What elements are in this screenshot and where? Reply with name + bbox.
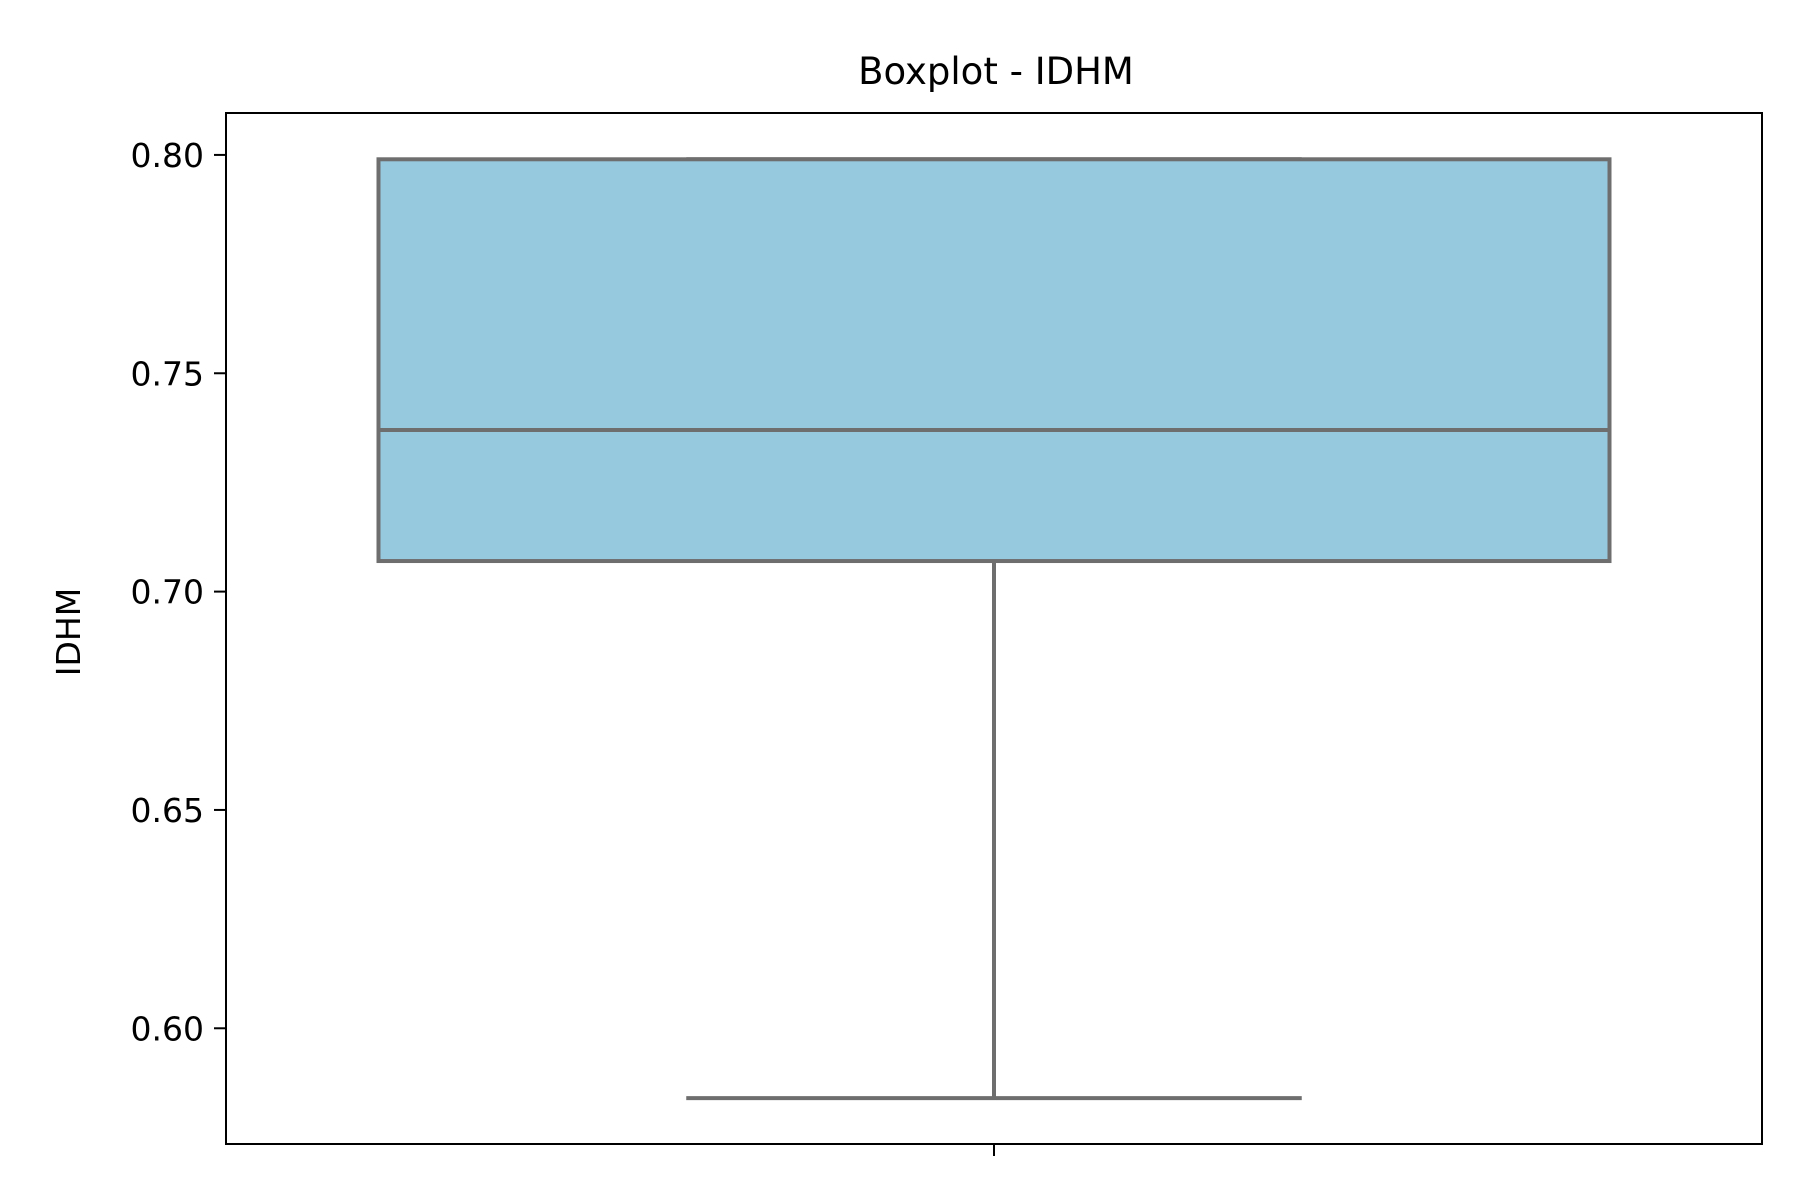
axes-frame [225,112,1763,1145]
y-axis-label: IDHM [49,588,88,676]
iqr-box [376,157,1612,564]
plot-area [376,157,1612,1101]
chart-title: Boxplot - IDHM [858,50,1134,93]
y-axis: 0.60 0.65 0.70 0.75 0.80 [131,136,226,1048]
y-tick-label: 0.80 [131,136,204,175]
y-tick-label: 0.75 [131,354,204,393]
y-tick-label: 0.60 [131,1009,204,1048]
y-tick-label: 0.70 [131,573,204,612]
y-tick-label: 0.65 [131,791,204,830]
